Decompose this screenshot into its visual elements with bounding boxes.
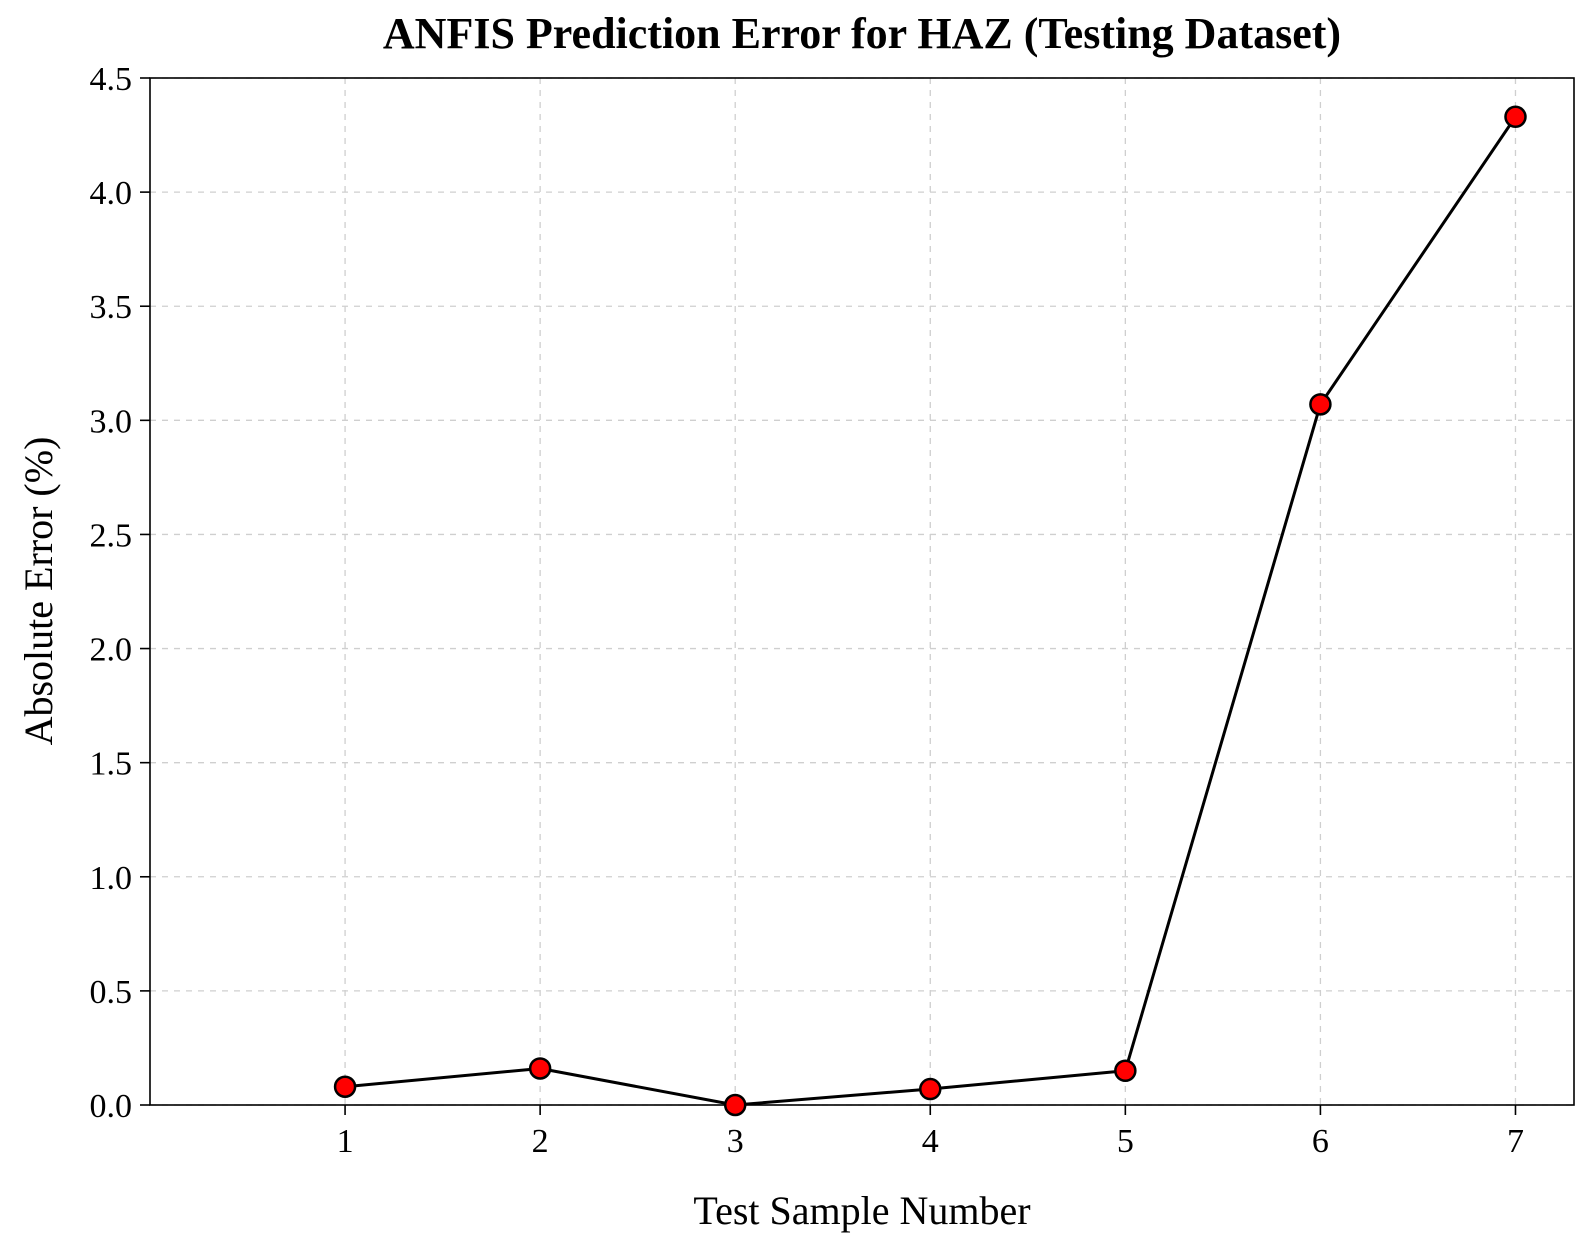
y-tick-label: 4.5: [90, 61, 133, 98]
x-tick-label: 2: [532, 1123, 549, 1160]
y-tick-label: 1.5: [90, 746, 133, 783]
x-tick-label: 4: [922, 1123, 939, 1160]
y-tick-label: 2.5: [90, 517, 133, 554]
y-axis-label: Absolute Error (%): [16, 437, 61, 746]
y-tick-label: 0.0: [90, 1088, 133, 1125]
tick-layer: 0.0 0.5 1.0 1.5 2.0 2.5 3.0 3.5 4.0 4.5 1 2 3 4 5 6 7: [90, 61, 1524, 1160]
y-tick-label: 0.5: [90, 974, 133, 1011]
data-point: [1114, 1059, 1137, 1083]
data-point: [528, 1057, 552, 1080]
plot-frame: [149, 77, 1575, 1106]
data-point: [1504, 105, 1527, 129]
y-tick-label: 3.5: [90, 289, 133, 326]
x-tick-label: 6: [1312, 1123, 1329, 1160]
x-tick-label: 5: [1117, 1123, 1134, 1160]
data-point: [333, 1075, 357, 1098]
x-tick-label: 3: [727, 1123, 744, 1160]
chart-title: ANFIS Prediction Error for HAZ (Testing …: [383, 9, 1341, 58]
series-layer: [333, 105, 1527, 1117]
data-point: [723, 1093, 747, 1117]
x-tick-label: 7: [1507, 1123, 1524, 1160]
y-tick-label: 1.0: [90, 860, 133, 897]
y-tick-label: 3.0: [90, 403, 133, 440]
data-point: [1309, 393, 1332, 416]
x-tick-label: 1: [337, 1123, 354, 1160]
y-tick-label: 2.0: [90, 632, 133, 669]
x-axis-label: Test Sample Number: [693, 1188, 1030, 1233]
y-tick-label: 4.0: [90, 175, 133, 212]
data-point: [919, 1077, 942, 1101]
